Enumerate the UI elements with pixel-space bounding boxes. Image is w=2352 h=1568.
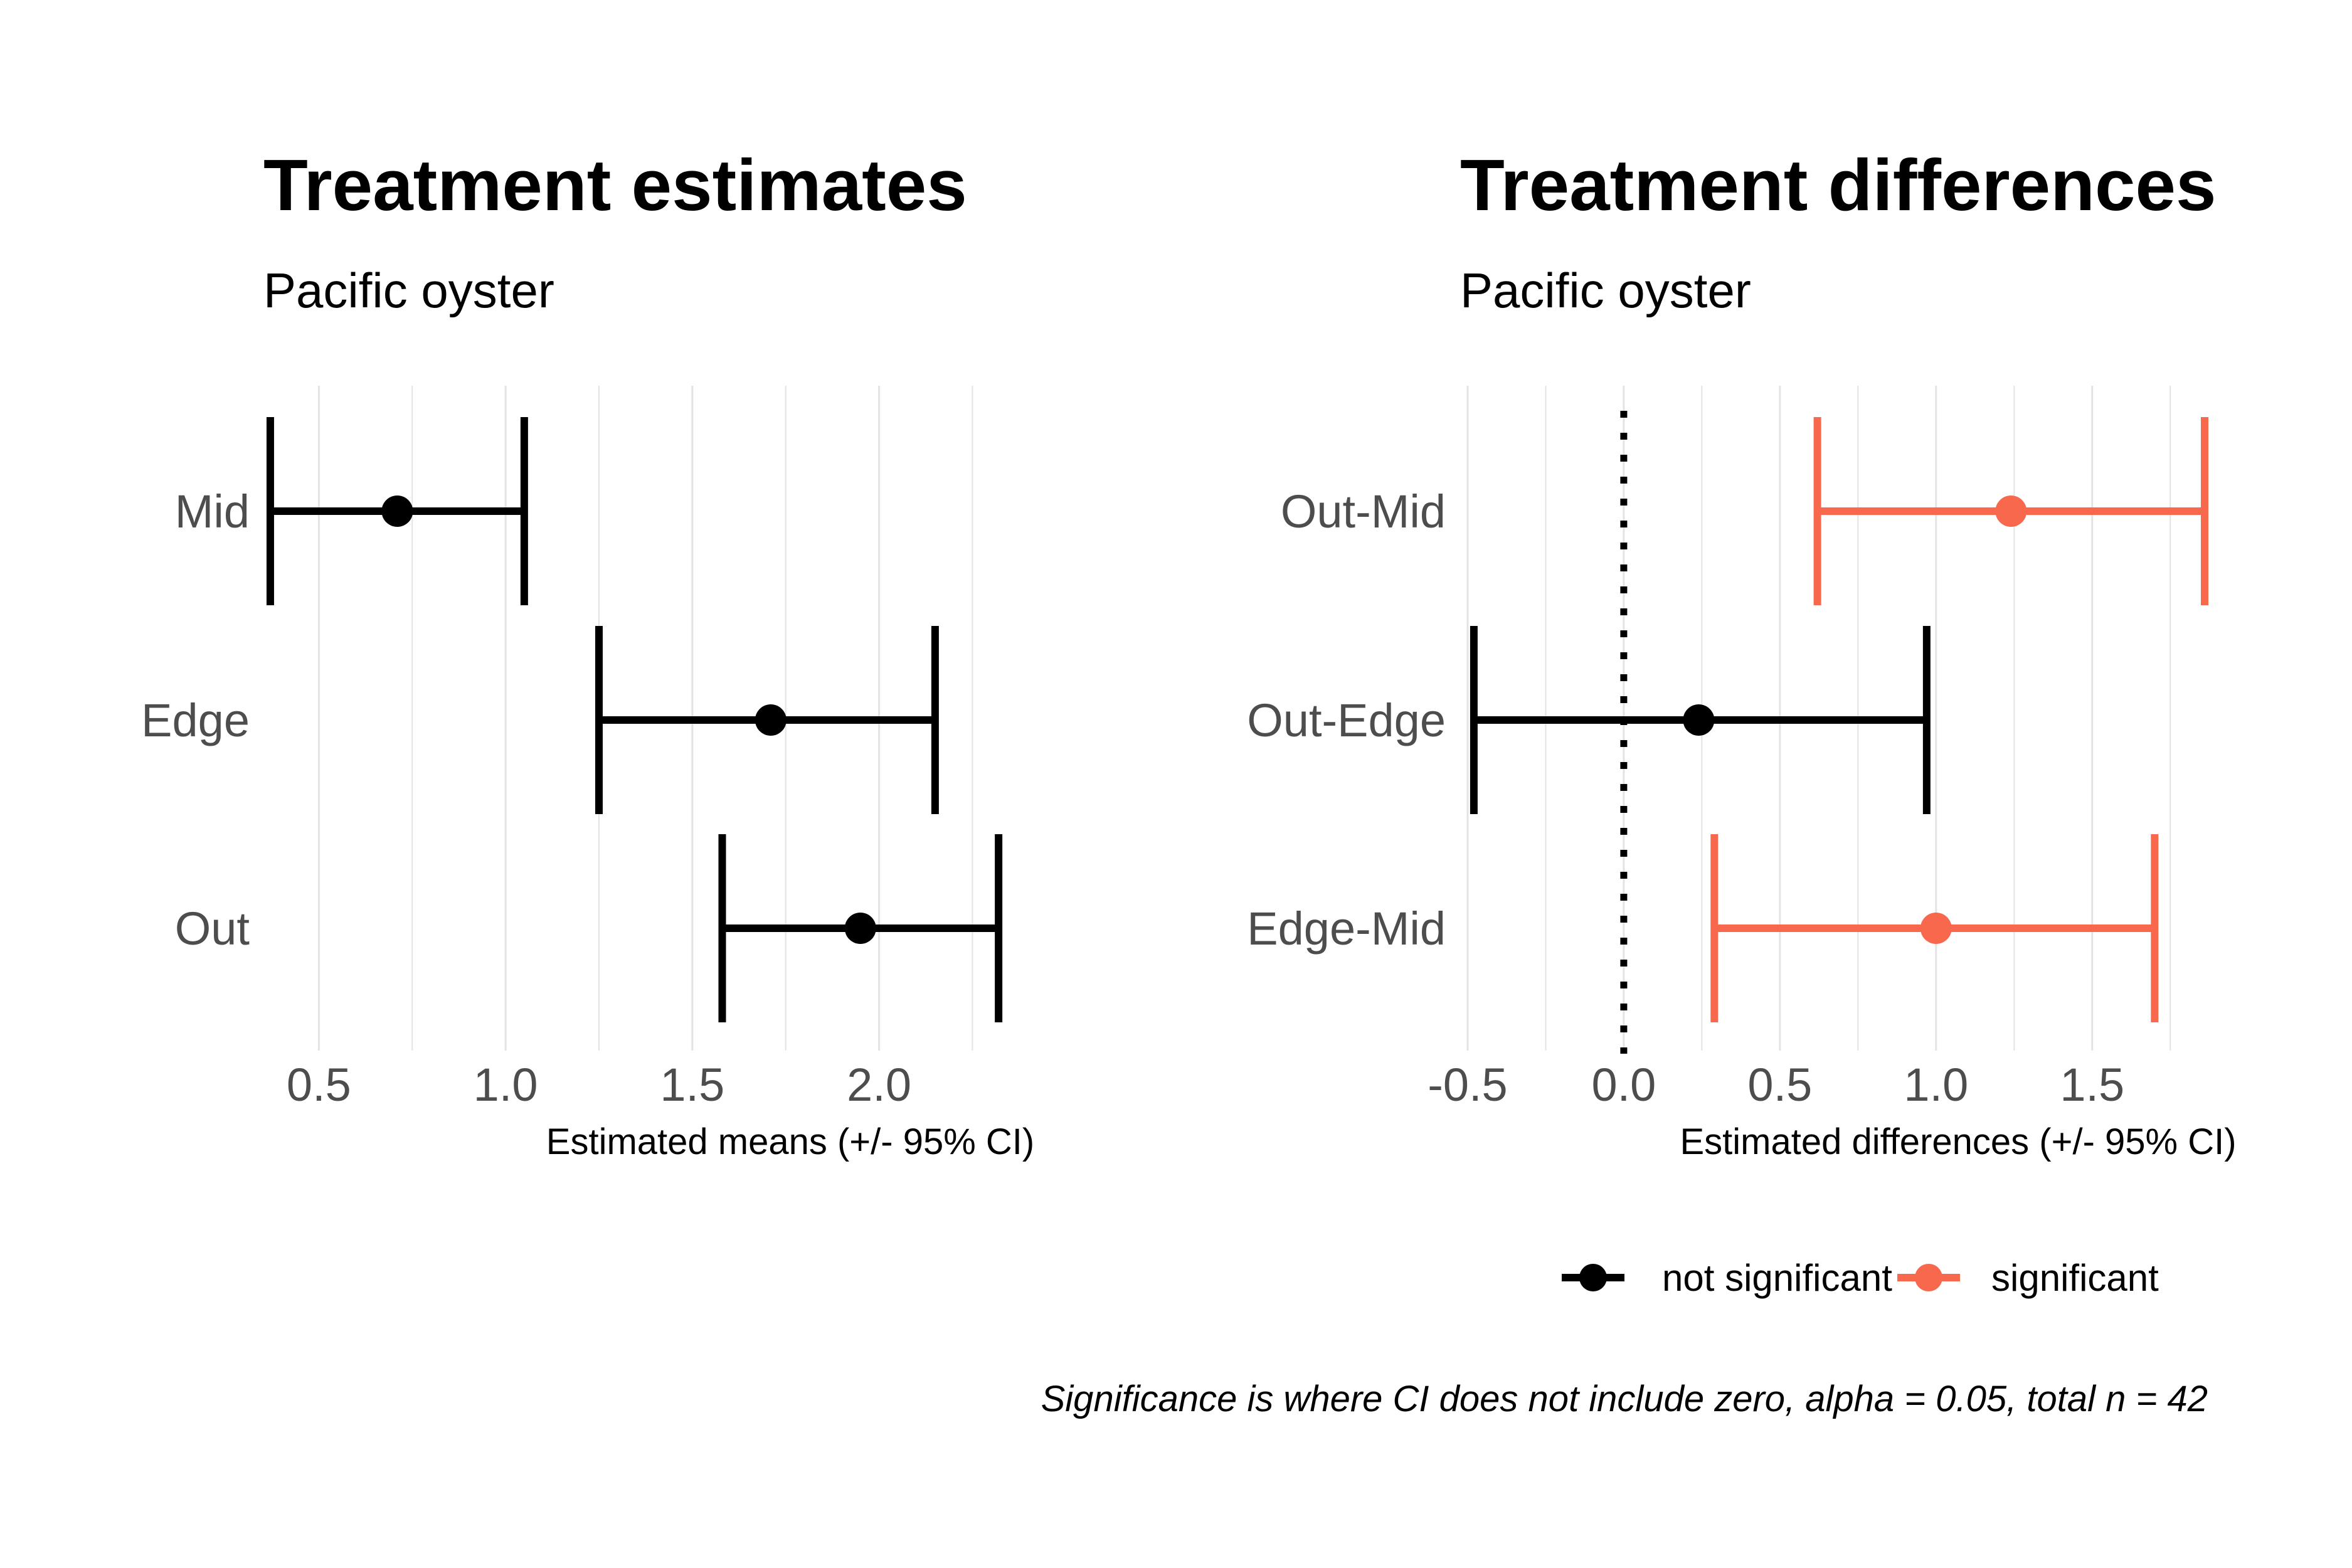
differences-x-tick-label: 0.0 (1591, 1059, 1656, 1111)
differences-x-tick-label: 1.5 (2060, 1059, 2124, 1111)
differences-title: Treatment differences (1460, 144, 2217, 226)
estimates-category-label-edge: Edge (141, 694, 250, 746)
differences-marks (1470, 417, 2209, 1022)
estimates-errorbar-out (718, 834, 1003, 1022)
estimates-marks (266, 417, 1003, 1022)
estimate-point (1683, 704, 1715, 736)
differences-x-axis-title: Estimated differences (+/- 95% CI) (1680, 1121, 2236, 1162)
estimate-point (381, 495, 413, 527)
differences-category-label-out-edge: Out-Edge (1247, 694, 1446, 746)
estimate-point (844, 913, 876, 944)
differences-x-tick-label: 0.5 (1747, 1059, 1812, 1111)
differences-subtitle: Pacific oyster (1460, 263, 1751, 318)
legend-key-point-not-significant (1579, 1264, 1607, 1291)
differences-errorbar-out-mid (1813, 417, 2209, 605)
estimates-x-tick-label: 2.0 (847, 1059, 911, 1111)
estimates-panel: Treatment estimates Pacific oyster Mid Ed… (141, 144, 1034, 1162)
differences-category-label-edge-mid: Edge-Mid (1247, 903, 1446, 955)
estimates-errorbar-edge (595, 626, 939, 814)
estimates-category-label-out: Out (175, 903, 250, 955)
legend-label-significant: significant (1991, 1257, 2159, 1299)
legend-item-significant: significant (1897, 1257, 2159, 1299)
estimate-point (1995, 495, 2027, 527)
estimates-errorbar-mid (266, 417, 528, 605)
differences-panel: Treatment differences Pacific oyster Out… (1041, 144, 2237, 1419)
estimates-x-tick-label: 1.0 (474, 1059, 538, 1111)
estimates-subtitle: Pacific oyster (263, 263, 554, 318)
estimates-x-tick-label: 1.5 (660, 1059, 724, 1111)
estimates-x-tick-label: 0.5 (287, 1059, 351, 1111)
differences-x-tick-label: 1.0 (1904, 1059, 1968, 1111)
estimates-title: Treatment estimates (263, 144, 967, 226)
legend-label-not-significant: not significant (1662, 1257, 1892, 1299)
estimate-point (1920, 913, 1952, 944)
differences-tick-labels: -0.5 0.0 0.5 1.0 1.5 (1428, 1059, 2124, 1111)
legend-key-point-significant (1915, 1264, 1942, 1291)
estimates-category-labels: Mid Edge Out (141, 485, 250, 955)
differences-category-labels: Out-Mid Out-Edge Edge-Mid (1247, 485, 1446, 955)
differences-x-tick-label: -0.5 (1428, 1059, 1508, 1111)
differences-errorbar-edge-mid (1710, 834, 2159, 1022)
caption: Significance is where CI does not includ… (1041, 1379, 2208, 1419)
estimates-tick-labels: 0.5 1.0 1.5 2.0 (287, 1059, 911, 1111)
estimate-point (755, 704, 787, 736)
legend-item-not-significant: not significant (1562, 1257, 1892, 1299)
differences-errorbar-out-edge (1470, 626, 1931, 814)
differences-category-label-out-mid: Out-Mid (1281, 485, 1446, 538)
estimates-category-label-mid: Mid (175, 485, 250, 538)
legend: not significant significant (1562, 1257, 2159, 1299)
estimates-x-axis-title: Estimated means (+/- 95% CI) (546, 1121, 1034, 1162)
